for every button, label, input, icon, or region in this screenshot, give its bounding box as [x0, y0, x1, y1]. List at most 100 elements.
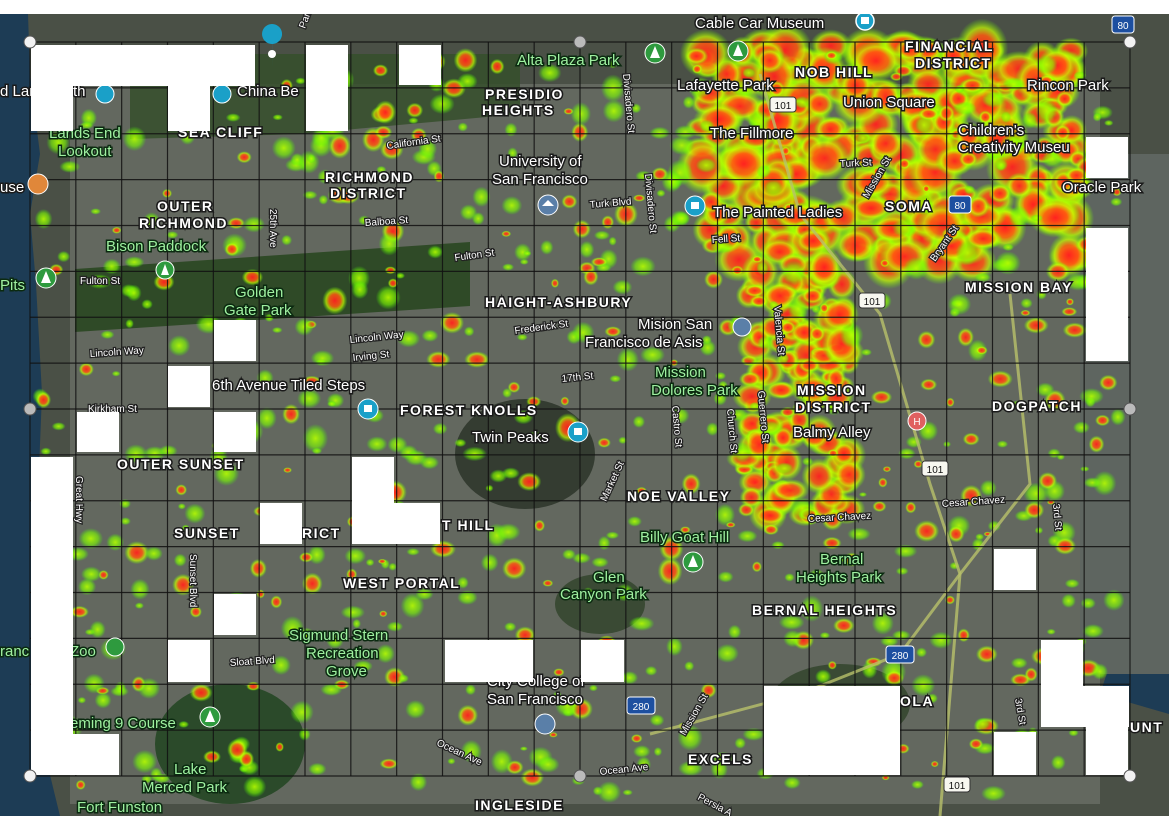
heat-blob	[489, 469, 508, 483]
heat-blob	[975, 345, 988, 355]
heat-blob	[632, 415, 646, 429]
heat-blob	[77, 696, 87, 704]
redaction-mask	[168, 45, 210, 131]
heat-blob	[322, 286, 348, 315]
district-financial-label: FINANCIAL	[905, 38, 994, 54]
heat-blob	[1036, 289, 1047, 300]
place-twin-peaks-label: Twin Peaks	[472, 429, 549, 446]
edge-handle-left[interactable]	[23, 402, 37, 416]
map-svg[interactable]: FINANCIAL DISTRICT NOB HILL PRESIDIO HEI…	[0, 14, 1169, 816]
zoo-pin-icon[interactable]	[105, 637, 125, 657]
heat-blob	[523, 250, 532, 257]
heat-blob	[1021, 112, 1038, 129]
heat-blob	[79, 121, 94, 130]
road-castro-label: Castro St	[669, 405, 684, 448]
heat-blob	[913, 460, 923, 469]
heat-blob	[378, 231, 400, 256]
heat-blob	[516, 333, 528, 341]
heat-blob	[616, 347, 639, 372]
beach-pin-icon[interactable]	[212, 84, 232, 104]
museum-pin-icon[interactable]	[357, 398, 379, 420]
church-pin-icon[interactable]	[732, 317, 752, 337]
heat-blob	[459, 204, 478, 221]
heat-blob	[59, 160, 81, 173]
heat-blob	[763, 179, 784, 197]
heat-blob	[344, 547, 367, 565]
hospital-pin-icon[interactable]: H	[907, 411, 927, 431]
heat-blob	[1035, 54, 1058, 75]
viewpoint-pin-icon[interactable]	[567, 421, 589, 443]
university-pin-icon[interactable]	[537, 194, 559, 216]
district-outer-sunset-label: OUTER SUNSET	[117, 456, 245, 472]
heat-blob	[375, 285, 401, 310]
beach-pin-icon[interactable]	[95, 84, 115, 104]
road-guerrero-label: Guerrero St	[755, 390, 771, 443]
redaction-mask	[445, 640, 533, 682]
heat-blob	[872, 500, 887, 513]
heat-blob	[824, 400, 843, 416]
heat-blob	[46, 130, 70, 155]
redaction-mask	[214, 412, 256, 452]
redaction-mask	[399, 45, 441, 85]
place-billy-goat-label: Billy Goat Hill	[640, 529, 729, 546]
heat-blob	[1064, 578, 1080, 589]
park-pin-icon[interactable]	[682, 551, 704, 573]
edge-handle-top[interactable]	[573, 35, 587, 49]
corner-handle-bottom-right[interactable]	[1123, 769, 1137, 783]
heat-blob	[836, 556, 847, 563]
poi-markers[interactable]: H	[27, 14, 927, 735]
heat-blob	[457, 576, 469, 589]
corner-handle-top-right[interactable]	[1123, 35, 1137, 49]
edge-handle-right[interactable]	[1123, 402, 1137, 416]
heat-blob	[256, 369, 274, 387]
place-mission-dolores-label: Mission	[655, 364, 706, 381]
heat-blob	[742, 727, 765, 741]
park-pin-icon[interactable]	[727, 40, 749, 62]
heat-blob	[922, 184, 931, 193]
heat-blob	[1054, 124, 1071, 142]
heat-blob	[463, 326, 475, 337]
heat-blob	[911, 780, 924, 790]
district-nob-hill-label: NOB HILL	[795, 64, 873, 80]
heat-blob	[517, 472, 542, 492]
museum-pin-icon[interactable]	[684, 195, 706, 217]
corner-handle-top-left[interactable]	[23, 35, 37, 49]
road-irving-label: Irving St	[352, 349, 390, 364]
heat-blob	[365, 558, 375, 567]
heat-blob	[507, 147, 518, 159]
beach-pin-icon[interactable]	[262, 24, 283, 69]
university-pin-icon[interactable]	[534, 713, 556, 735]
map-canvas[interactable]: FINANCIAL DISTRICT NOB HILL PRESIDIO HEI…	[0, 14, 1169, 816]
grid-handles[interactable]	[23, 35, 1137, 783]
heat-blob	[801, 287, 825, 305]
svg-text:80: 80	[1117, 21, 1129, 32]
heat-blob	[283, 467, 293, 473]
park-pin-icon[interactable]	[35, 267, 57, 289]
heat-blob	[974, 717, 991, 731]
shield-i80-top: 80	[1111, 15, 1135, 34]
road-fulton-w-label: Fulton St	[80, 276, 120, 287]
heat-blob	[427, 245, 444, 259]
heat-blob	[397, 674, 409, 683]
edge-handle-bottom[interactable]	[573, 769, 587, 783]
place-golden-gate-label-2: Gate Park	[224, 302, 292, 319]
heat-blob	[832, 617, 855, 634]
heat-blob	[542, 579, 554, 587]
heat-blob	[1082, 624, 1104, 639]
heat-blob	[1023, 482, 1049, 505]
attraction-pin-icon[interactable]	[27, 173, 49, 195]
museum-pin-icon[interactable]	[855, 14, 875, 31]
district-financial-label-2: DISTRICT	[915, 55, 992, 71]
heat-blob	[916, 647, 927, 658]
park-pin-icon[interactable]	[644, 42, 666, 64]
road-fell-label: Fell St	[711, 233, 740, 246]
heat-blob	[1035, 382, 1055, 397]
heat-blob	[571, 321, 595, 344]
park-pin-icon[interactable]	[199, 706, 221, 728]
park-pin-icon[interactable]	[155, 260, 175, 280]
heat-blob	[622, 789, 633, 796]
place-labels: Cable Car Museum Alta Plaza Park Lafayet…	[0, 14, 1143, 816]
heat-blob	[306, 153, 316, 164]
corner-handle-bottom-left[interactable]	[23, 769, 37, 783]
